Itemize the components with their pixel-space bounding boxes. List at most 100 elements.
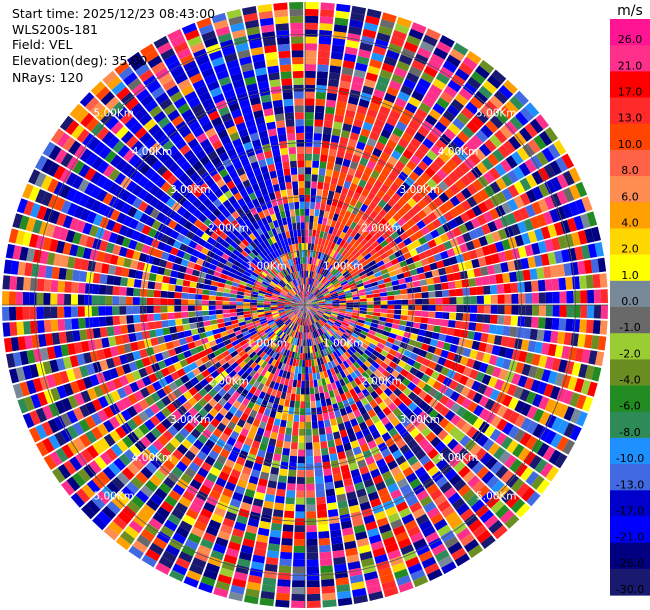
ppi-gate [128, 268, 137, 279]
ppi-gate [514, 414, 526, 428]
ppi-gate [302, 311, 305, 319]
ppi-gate [345, 358, 353, 366]
ppi-gate [508, 236, 518, 249]
ppi-gate [140, 485, 154, 498]
ppi-gate [308, 318, 312, 325]
ppi-gate [36, 292, 44, 305]
ppi-gate [348, 213, 357, 222]
ppi-gate [183, 390, 193, 401]
ppi-gate [246, 348, 254, 356]
ppi-gate [322, 325, 328, 332]
ppi-gate [350, 12, 365, 22]
ppi-gate [305, 360, 309, 367]
ppi-gate [310, 400, 316, 409]
ppi-gate [358, 355, 367, 364]
ppi-gate [250, 469, 261, 478]
ppi-gate [371, 430, 381, 440]
ppi-gate [153, 305, 161, 313]
ppi-gate [128, 361, 138, 372]
ppi-gate [557, 403, 569, 419]
ppi-gate [258, 391, 266, 400]
ppi-gate [356, 358, 364, 367]
ppi-gate [325, 488, 336, 497]
ppi-gate [300, 305, 305, 311]
ppi-gate [281, 315, 288, 320]
ppi-gate [215, 266, 223, 273]
ppi-gate [293, 297, 300, 302]
ppi-gate [161, 350, 170, 360]
ppi-gate [184, 422, 195, 433]
ppi-gate [390, 36, 405, 48]
ppi-gate [303, 305, 305, 312]
ppi-gate [221, 269, 230, 276]
ppi-gate [402, 466, 414, 478]
ppi-gate [504, 120, 518, 135]
ppi-gate [191, 269, 200, 277]
ppi-gate [528, 455, 542, 470]
ppi-gate [271, 312, 279, 316]
ppi-gate [192, 456, 204, 467]
ppi-gate [313, 288, 319, 295]
ppi-gate [269, 410, 277, 419]
ppi-gate [45, 223, 56, 238]
ppi-gate [119, 306, 127, 315]
ppi-gate [459, 356, 469, 366]
ppi-gate [222, 487, 234, 498]
ppi-gate [280, 333, 287, 340]
ppi-gate [500, 381, 511, 394]
ppi-gate [57, 306, 65, 318]
ppi-gate [56, 358, 66, 371]
ppi-gate [450, 98, 465, 112]
ppi-gate [293, 316, 298, 323]
ppi-gate [444, 422, 455, 434]
ppi-gate [351, 271, 359, 278]
ppi-gate [386, 291, 394, 296]
ppi-gate [306, 463, 314, 471]
ppi-gate [147, 321, 156, 330]
ppi-gate [522, 269, 531, 281]
ppi-gate [58, 331, 67, 344]
ppi-gate [319, 29, 333, 38]
ppi-gate [40, 175, 53, 191]
ppi-gate [527, 230, 538, 243]
ppi-gate [342, 123, 352, 132]
ppi-gate [126, 405, 138, 418]
ppi-gate [526, 420, 539, 435]
ppi-gate [351, 332, 359, 339]
ppi-gate [173, 361, 183, 371]
ppi-gate [394, 23, 410, 35]
ppi-gate [325, 300, 333, 303]
ppi-gate [513, 131, 527, 146]
ppi-gate [279, 313, 287, 318]
ppi-gate [476, 529, 492, 544]
ppi-gate [305, 187, 311, 195]
ppi-gate [472, 524, 487, 538]
ppi-gate [583, 259, 593, 274]
ppi-gate [158, 556, 174, 569]
ppi-gate [370, 373, 378, 382]
ppi-gate [305, 305, 308, 312]
ppi-gate [324, 323, 331, 330]
ppi-gate [189, 281, 198, 288]
ppi-gate [176, 444, 188, 455]
ppi-gate [351, 290, 359, 295]
ppi-gate [263, 393, 271, 402]
ppi-gate [230, 350, 239, 358]
ppi-gate [251, 332, 259, 339]
ppi-gate [219, 494, 231, 505]
ppi-gate [511, 293, 519, 304]
ppi-gate [346, 427, 355, 436]
ppi-gate [437, 555, 454, 568]
ppi-gate [275, 439, 284, 448]
ppi-gate [562, 203, 573, 219]
ppi-gate [394, 309, 402, 315]
ppi-gate [387, 172, 398, 182]
ppi-gate [317, 216, 324, 225]
ppi-gate [335, 486, 346, 496]
ppi-gate [405, 228, 415, 237]
ppi-gate [439, 395, 450, 406]
ppi-gate [225, 343, 234, 350]
ppi-gate [78, 193, 90, 207]
ppi-gate [563, 263, 572, 276]
ppi-gate [379, 573, 395, 584]
